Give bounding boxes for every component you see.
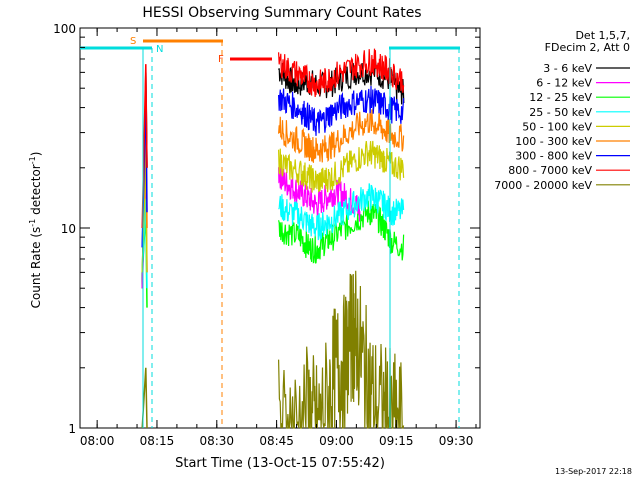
y-axis: 1 10 100 [53,22,480,436]
legend-label: 50 - 100 keV [522,120,592,133]
x-tick-label: 09:15 [379,434,414,448]
y-axis-label-sup2: -1 [28,156,37,164]
legend-label: 300 - 800 keV [515,150,592,163]
x-tick-label: 09:00 [319,434,354,448]
series-0 [141,60,405,289]
series-line [278,183,405,241]
date-stamp: 13-Sep-2017 22:18 [555,467,632,476]
x-tick-label: 09:30 [439,434,474,448]
y-axis-label-main: Count Rate (s [29,227,43,309]
y-axis-label-mid: detector [29,164,43,219]
series-8 [141,270,405,429]
y-tick-label: 100 [53,22,76,36]
series-line [278,85,405,136]
series-line [278,270,405,429]
x-axis-label: Start Time (13-Oct-15 07:55:42) [175,456,385,471]
series-line [278,200,405,264]
series-line [278,48,405,98]
x-tick-label: 08:30 [199,434,234,448]
legend-label: 3 - 6 keV [543,62,592,75]
series-2 [141,200,405,308]
legend-label: 100 - 300 keV [515,135,592,148]
y-axis-label: Count Rate (s-1 detector-1) [28,152,43,309]
legend-header-1: Det 1,5,7, [575,29,630,42]
series-group [141,48,405,429]
legend-header-2: FDecim 2, Att 0 [545,41,630,54]
saa-label: S [130,36,136,47]
legend-label: 800 - 7000 keV [508,164,592,177]
legend-label: 7000 - 20000 keV [494,179,592,192]
series-line [278,140,405,193]
x-tick-label: 08:45 [259,434,294,448]
x-tick-label: 08:00 [80,434,115,448]
series-6 [141,85,405,248]
series-3 [141,183,405,289]
y-tick-label: 1 [68,422,76,436]
y-axis-label-sup1: -1 [28,219,37,227]
series-5 [141,109,405,248]
legend: Det 1,5,7, FDecim 2, Att 0 3 - 6 keV 6 - … [494,29,630,192]
chart-title: HESSI Observing Summary Count Rates [142,5,421,21]
flare-label: F [218,54,224,65]
legend-label: 6 - 12 keV [536,77,592,90]
markers: S N F [80,36,460,428]
y-tick-label: 10 [61,222,76,236]
x-tick-label: 08:15 [140,434,175,448]
legend-label: 25 - 50 keV [529,106,592,119]
series-line [278,109,405,163]
y-axis-label-end: ) [29,152,43,157]
legend-label: 12 - 25 keV [529,91,592,104]
night-label: N [156,44,163,55]
x-axis: 08:00 08:15 08:30 08:45 09:00 09:15 09:30 [80,28,477,448]
